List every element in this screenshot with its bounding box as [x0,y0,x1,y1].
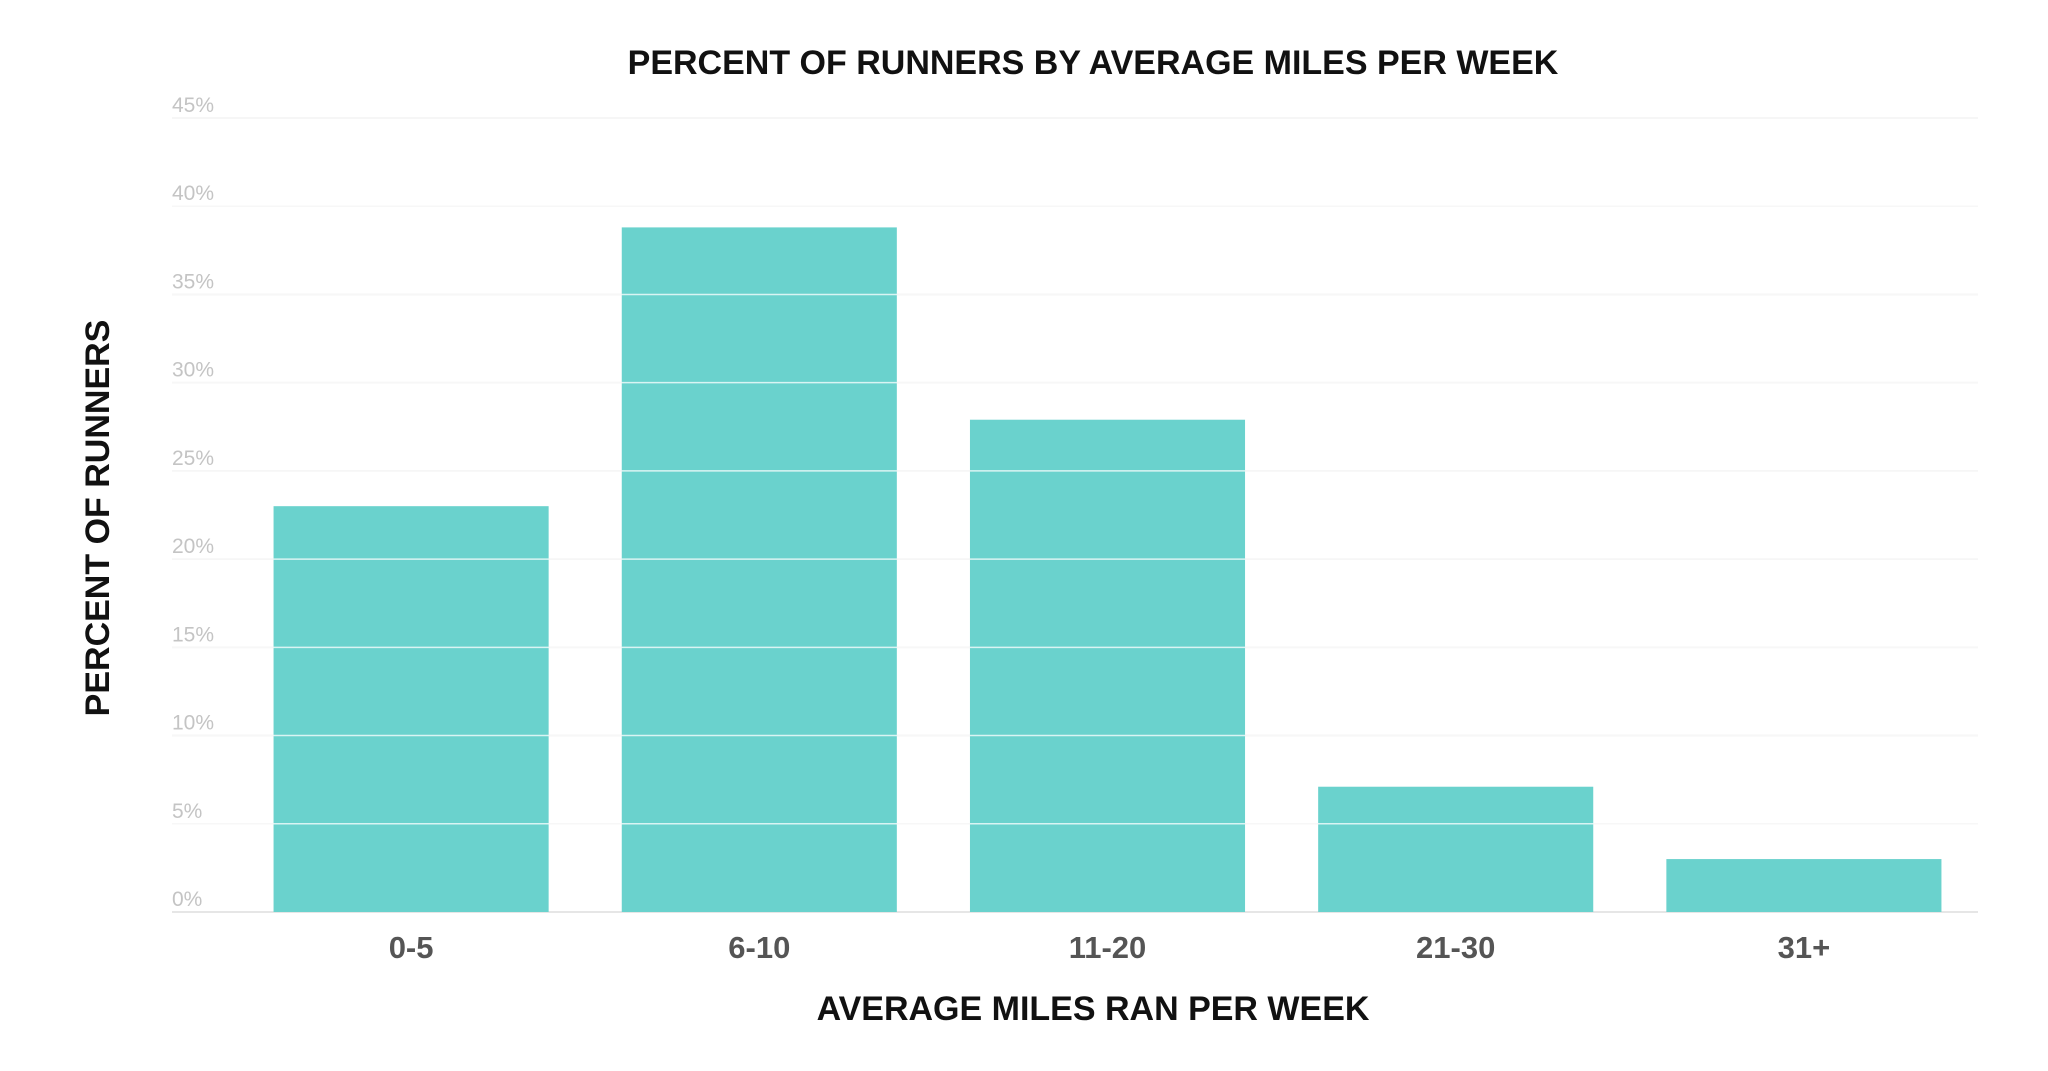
x-axis-ticks: 0-5 6-10 11-20 21-30 31+ [389,930,1831,965]
bars [273,227,1942,912]
bar-21-30 [1318,786,1594,912]
x-tick-label: 31+ [1778,930,1831,965]
y-tick-label: 25% [172,447,214,470]
y-tick-label: 20% [172,535,214,558]
bar-0-5 [273,506,549,912]
x-tick-label: 6-10 [728,930,790,965]
x-tick-label: 0-5 [389,930,434,965]
y-axis-title: PERCENT OF RUNNERS [79,320,117,717]
x-tick-label: 21-30 [1416,930,1495,965]
bar-6-10 [621,227,897,912]
bar-11-20 [969,419,1246,912]
y-tick-label: 45% [172,94,214,117]
chart-title: PERCENT OF RUNNERS BY AVERAGE MILES PER … [628,44,1559,82]
x-axis-title: AVERAGE MILES RAN PER WEEK [817,990,1370,1028]
x-tick-label: 11-20 [1069,930,1147,965]
y-tick-label: 10% [172,712,214,735]
bar-31+ [1666,859,1942,912]
y-tick-label: 15% [172,623,214,646]
gridlines-overlay [172,117,1978,825]
y-tick-label: 5% [172,800,202,823]
y-tick-label: 35% [172,270,214,293]
y-tick-label: 0% [172,888,202,911]
y-axis-ticks: 0% 5% 10% 15% 20% 25% 30% 35% 40% 45% [172,94,214,911]
y-tick-label: 40% [172,182,214,205]
y-tick-label: 30% [172,359,214,382]
